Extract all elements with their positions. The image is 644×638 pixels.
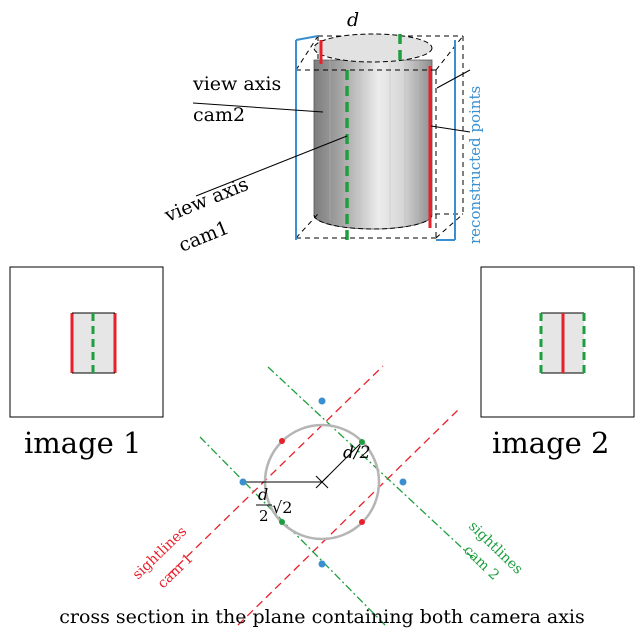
pointer-cam2 bbox=[192, 102, 324, 113]
sightline-cam1 bbox=[167, 365, 384, 576]
cylinder-figure: d view axis cam2 view axis cam1 reconstr… bbox=[161, 9, 484, 257]
cross-section-caption: cross section in the plane containing bo… bbox=[59, 606, 585, 628]
cross-section: d/2 d 2 √2 sightlines cam 1 sightlines c… bbox=[130, 365, 526, 626]
sightline-cam2 bbox=[267, 366, 476, 561]
cylinder-top-ellipse bbox=[313, 33, 433, 63]
image1-frame bbox=[9, 266, 164, 418]
pointer-reconstructed bbox=[436, 69, 471, 89]
diameter-label: d bbox=[347, 9, 359, 31]
image1-label: image 1 bbox=[24, 426, 142, 460]
reconstructed-point bbox=[399, 478, 407, 486]
view-axis-cam1-line2: cam1 bbox=[176, 217, 233, 257]
radius-label: d/2 bbox=[343, 443, 370, 463]
reconstructed-point bbox=[318, 560, 326, 568]
half-diagonal-denominator: 2 bbox=[259, 507, 269, 525]
center-mark bbox=[315, 475, 329, 489]
reconstructed-points-label: reconstructed points bbox=[466, 86, 484, 244]
reconstructed-point bbox=[318, 397, 326, 405]
image2-label: image 2 bbox=[492, 426, 610, 460]
pointer-cam1 bbox=[195, 135, 348, 197]
half-diagonal-numerator: d bbox=[258, 485, 268, 504]
radius-line bbox=[321, 441, 363, 483]
half-diagonal-root: √2 bbox=[272, 498, 292, 517]
image2-frame bbox=[480, 266, 635, 418]
view-axis-cam2-line2: cam2 bbox=[193, 104, 245, 126]
view-axis-cam1-line1: view axis bbox=[161, 173, 252, 227]
pointer-reconstructed bbox=[430, 125, 471, 133]
view-axis-cam2-line1: view axis bbox=[192, 73, 281, 95]
reconstructed-point bbox=[239, 478, 247, 486]
cylinder-body bbox=[313, 59, 433, 230]
